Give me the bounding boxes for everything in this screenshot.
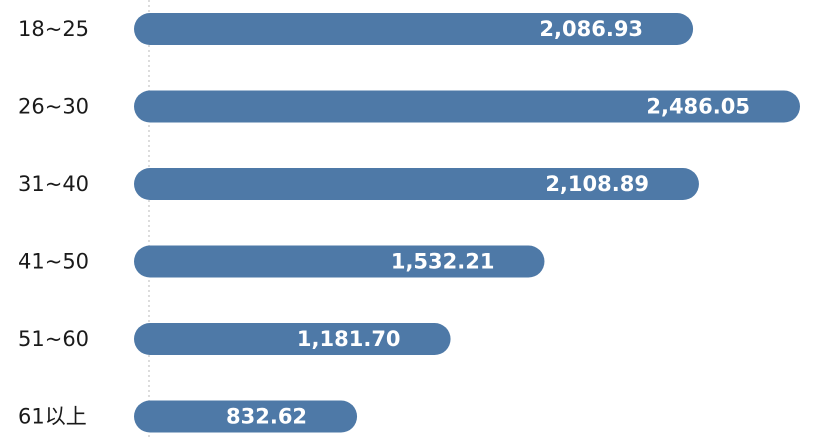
category-label-5: 61以上 [18, 405, 87, 429]
bar-1 [134, 90, 800, 123]
bars-group [134, 13, 800, 433]
value-label-2: 2,108.89 [545, 172, 649, 196]
bar-0 [134, 13, 694, 45]
value-label-1: 2,486.05 [646, 95, 750, 119]
bar-5 [134, 400, 358, 433]
bar-3 [134, 245, 545, 278]
category-label-2: 31~40 [18, 172, 89, 196]
value-label-5: 832.62 [226, 405, 307, 429]
category-label-1: 26~30 [18, 95, 89, 119]
category-label-4: 51~60 [18, 327, 89, 351]
category-label-3: 41~50 [18, 250, 89, 274]
category-labels-group: 18~25 26~30 31~40 41~50 51~60 61以上 [18, 17, 89, 429]
value-labels-group: 2,086.93 2,486.05 2,108.89 1,532.21 1,181.70… [226, 17, 750, 429]
category-label-0: 18~25 [18, 17, 89, 41]
value-label-4: 1,181.70 [297, 327, 401, 351]
value-label-0: 2,086.93 [539, 17, 643, 41]
value-label-3: 1,532.21 [391, 250, 495, 274]
bar-4 [134, 323, 451, 355]
bar-2 [134, 168, 699, 200]
